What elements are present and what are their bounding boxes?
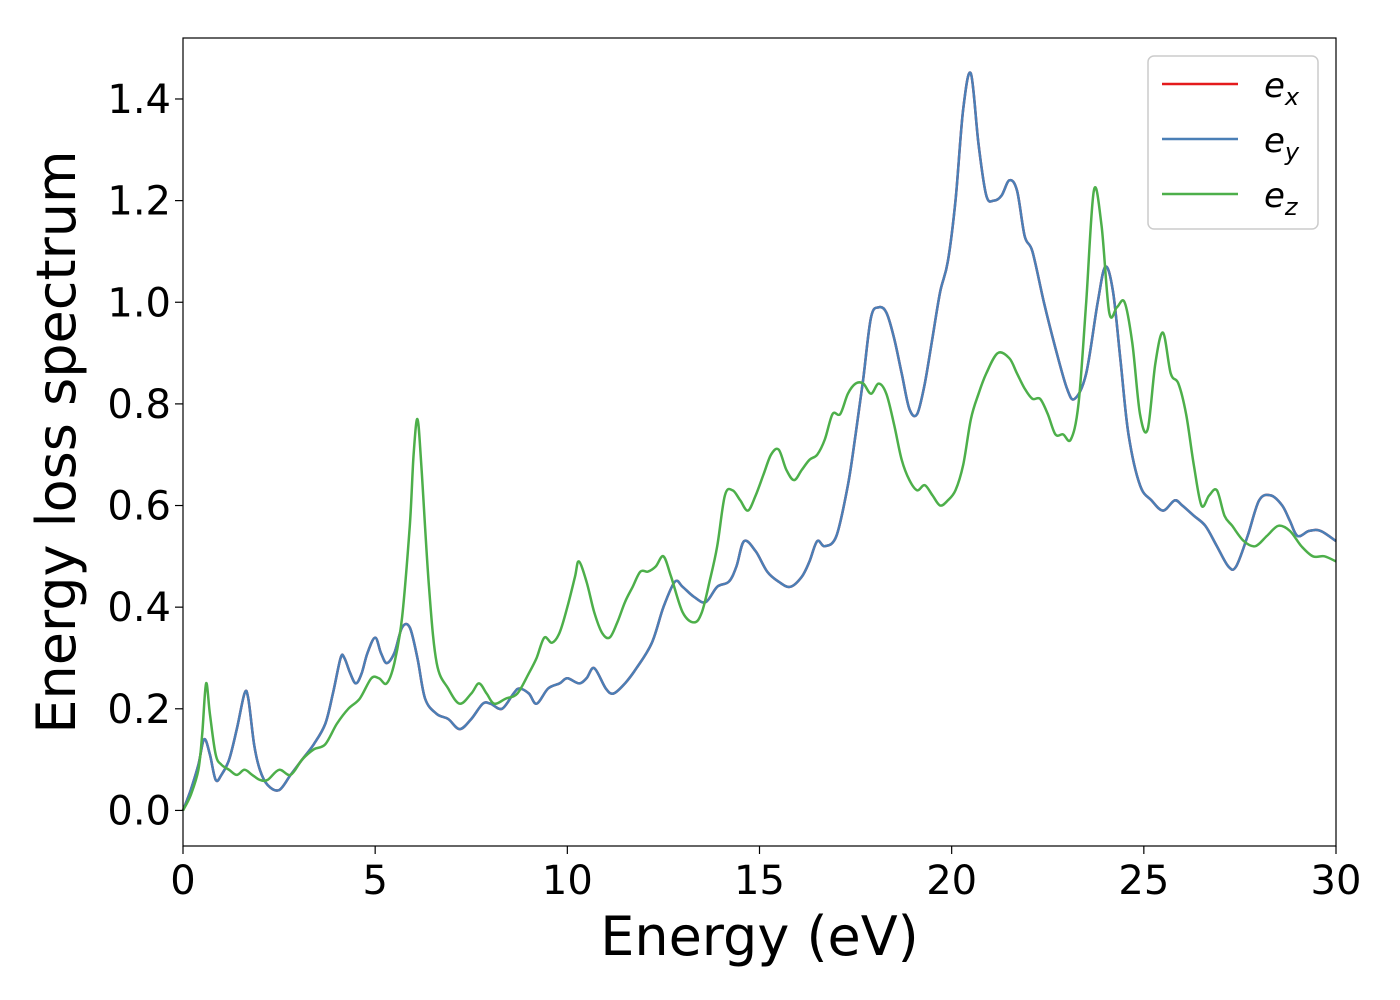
legend: ex ey ez	[1147, 55, 1319, 230]
y-tick-label: 0.8	[107, 382, 171, 428]
y-tick-label: 1.4	[107, 77, 171, 123]
x-tick-label: 25	[1118, 858, 1169, 904]
legend-label-ez: ez	[1264, 176, 1299, 221]
y-tick-label: 0.4	[107, 585, 171, 631]
y-axis-label: Energy loss spectrum	[25, 150, 88, 733]
x-axis: 0 5 10 15 20 25 30	[170, 846, 1361, 904]
x-tick-label: 30	[1311, 858, 1362, 904]
y-tick-label: 1.0	[107, 280, 171, 326]
legend-box	[1147, 55, 1319, 230]
series-layer	[181, 71, 1337, 811]
x-tick-label: 20	[926, 858, 977, 904]
x-axis-label: Energy (eV)	[600, 905, 919, 968]
y-tick-label: 1.2	[107, 179, 171, 225]
x-tick-label: 10	[542, 858, 593, 904]
y-tick-label: 0.0	[107, 788, 171, 834]
x-tick-label: 0	[170, 858, 195, 904]
y-tick-label: 0.2	[107, 687, 171, 733]
x-tick-label: 5	[362, 858, 387, 904]
x-tick-label: 15	[734, 858, 785, 904]
series-line-ey	[181, 71, 1337, 811]
series-line-ez	[181, 186, 1337, 811]
y-axis: 0.0 0.2 0.4 0.6 0.8 1.0 1.2 1.4	[107, 77, 183, 834]
legend-label-ey: ey	[1264, 121, 1300, 166]
legend-label-ex: ex	[1264, 66, 1300, 111]
y-tick-label: 0.6	[107, 484, 171, 530]
plot-background	[183, 38, 1336, 846]
